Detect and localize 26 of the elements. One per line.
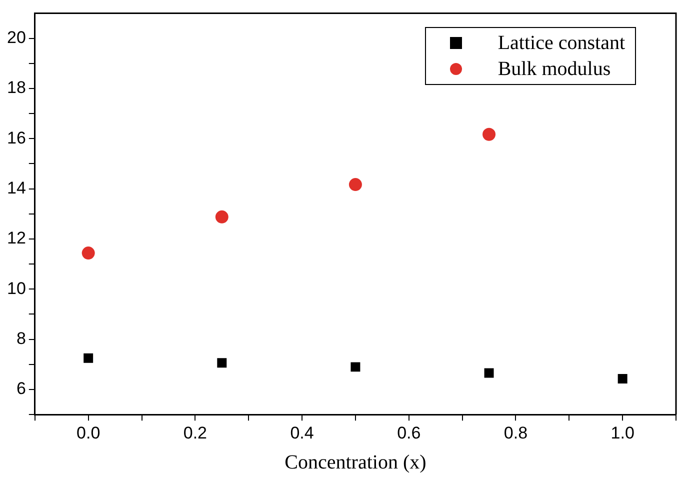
x-tick-label: 0.4 — [290, 423, 314, 442]
y-tick-label: 16 — [6, 128, 26, 148]
y-tick-label: 20 — [6, 28, 26, 47]
y-tick-label: 14 — [6, 178, 26, 198]
legend-label: Bulk modulus — [498, 57, 611, 82]
legend-label: Lattice constant — [498, 31, 625, 56]
point — [348, 178, 362, 192]
point — [618, 374, 628, 384]
x-tick-label: 0.0 — [76, 423, 100, 442]
x-tick-label: 0.6 — [397, 423, 421, 442]
point — [350, 362, 360, 372]
point — [484, 368, 494, 378]
y-tick-label: 8 — [16, 329, 26, 348]
point — [482, 128, 496, 141]
point — [217, 358, 227, 368]
y-tick-label: 6 — [16, 379, 26, 398]
point — [82, 246, 95, 260]
x-tick-label: 1.0 — [610, 423, 634, 442]
point — [215, 210, 228, 224]
x-axis-title: Concentration (x) — [284, 451, 426, 474]
point — [84, 353, 94, 363]
y-tick-label: 18 — [6, 78, 26, 98]
x-tick-label: 0.8 — [504, 423, 528, 442]
x-tick-label: 0.2 — [183, 423, 207, 442]
y-tick-label: 12 — [6, 228, 26, 248]
y-tick-label: 10 — [6, 278, 26, 298]
